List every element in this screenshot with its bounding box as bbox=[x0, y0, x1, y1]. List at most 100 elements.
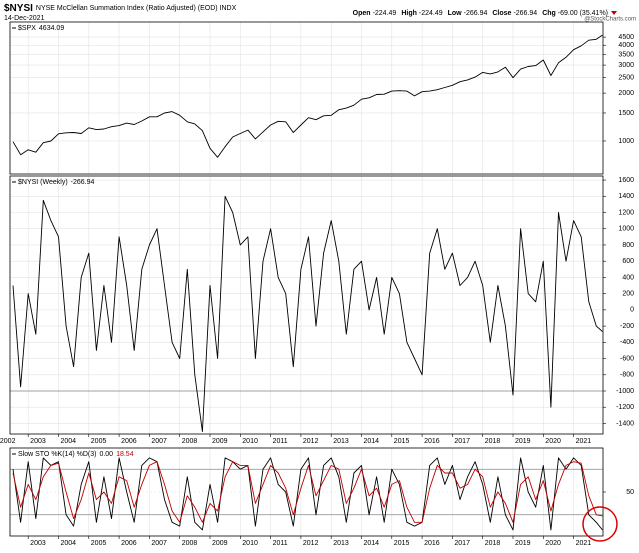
quote-value: -266.94 bbox=[464, 10, 488, 17]
legend: Slow STO %K(14) %D(3) 0.00 18.54 bbox=[18, 451, 134, 458]
y-tick-label: 1000 bbox=[618, 138, 634, 145]
x-tick-label: 2002 bbox=[0, 438, 16, 445]
quote-label: High bbox=[401, 10, 417, 17]
legend-name: $SPX bbox=[18, 25, 36, 32]
y-tick-label: 1600 bbox=[618, 177, 634, 184]
legend-value: 0.00 bbox=[99, 451, 113, 458]
y-tick-label: -1200 bbox=[616, 404, 634, 411]
y-tick-label: -200 bbox=[620, 323, 634, 330]
legend-value: -266.94 bbox=[71, 179, 95, 186]
x-tick-label: 2021 bbox=[576, 438, 592, 445]
x-tick-label: 2006 bbox=[121, 540, 137, 547]
quote-value: -266.94 bbox=[513, 10, 537, 17]
x-tick-label: 2015 bbox=[394, 540, 410, 547]
y-tick-label: 50 bbox=[626, 489, 634, 496]
y-tick-label: 3000 bbox=[618, 62, 634, 69]
y-tick-label: 2000 bbox=[618, 90, 634, 97]
x-tick-label: 2007 bbox=[151, 540, 167, 547]
y-tick-label: -1400 bbox=[616, 420, 634, 427]
x-tick-label: 2019 bbox=[515, 540, 531, 547]
y-tick-label: 400 bbox=[622, 274, 634, 281]
x-tick-label: 2011 bbox=[273, 540, 288, 547]
x-tick-label: 2008 bbox=[182, 438, 198, 445]
legend: $NYSI (Weekly) -266.94 bbox=[18, 179, 95, 186]
quote-label: Close bbox=[492, 10, 511, 17]
x-tick-label: 2005 bbox=[91, 438, 107, 445]
quote-value: -224.49 bbox=[373, 10, 397, 17]
y-tick-label: 0 bbox=[630, 307, 634, 314]
y-tick-label: 4000 bbox=[618, 42, 634, 49]
series-line bbox=[12, 457, 603, 531]
x-tick-label: 2020 bbox=[545, 540, 561, 547]
x-tick-label: 2007 bbox=[151, 438, 167, 445]
series-line bbox=[12, 195, 603, 433]
x-tick-label: 2013 bbox=[333, 438, 349, 445]
y-tick-label: 1500 bbox=[618, 110, 634, 117]
y-tick-label: 3500 bbox=[618, 51, 634, 58]
y-tick-label: 200 bbox=[622, 290, 634, 297]
date: 14-Dec-2021 bbox=[4, 15, 45, 22]
x-tick-label: 2016 bbox=[424, 540, 440, 547]
quote-value: -224.49 bbox=[419, 10, 443, 17]
series-line bbox=[12, 461, 603, 523]
panel-frame bbox=[9, 21, 604, 175]
y-tick-label: -600 bbox=[620, 355, 634, 362]
x-tick-label: 2017 bbox=[454, 438, 470, 445]
legend-value: 4634.09 bbox=[39, 25, 64, 32]
y-tick-label: -800 bbox=[620, 372, 634, 379]
x-tick-label: 2005 bbox=[91, 540, 107, 547]
x-tick-label: 2017 bbox=[454, 540, 470, 547]
x-tick-label: 2003 bbox=[30, 540, 46, 547]
quote-value: -69.00 (35.41%) bbox=[558, 10, 608, 17]
x-tick-label: 2019 bbox=[515, 438, 531, 445]
x-tick-label: 2016 bbox=[424, 438, 440, 445]
x-tick-label: 2020 bbox=[545, 438, 561, 445]
x-tick-label: 2015 bbox=[394, 438, 410, 445]
y-tick-label: -400 bbox=[620, 339, 634, 346]
y-tick-label: 800 bbox=[622, 242, 634, 249]
description: NYSE McClellan Summation Index (Ratio Ad… bbox=[36, 5, 237, 12]
y-tick-label: 4500 bbox=[618, 34, 634, 41]
x-tick-label: 2013 bbox=[333, 540, 349, 547]
x-tick-label: 2008 bbox=[182, 540, 198, 547]
y-tick-label: 1400 bbox=[618, 193, 634, 200]
y-tick-label: 1200 bbox=[618, 209, 634, 216]
x-tick-label: 2009 bbox=[212, 540, 228, 547]
x-tick-label: 2009 bbox=[212, 438, 228, 445]
chart-header: $NYSI NYSE McClellan Summation Index (Rat… bbox=[4, 3, 237, 14]
x-tick-label: 2006 bbox=[121, 438, 137, 445]
y-tick-label: 600 bbox=[622, 258, 634, 265]
legend-value: 18.54 bbox=[116, 451, 134, 458]
quote: Open -224.49 High -224.49 Low -266.94 Close -26… bbox=[353, 10, 608, 17]
legend: $SPX 4634.09 bbox=[18, 25, 64, 32]
x-tick-label: 2004 bbox=[60, 540, 76, 547]
legend-indicator: Slow STO %K(14) %D(3) bbox=[18, 451, 96, 458]
y-tick-label: -1000 bbox=[616, 388, 634, 395]
x-tick-label: 2018 bbox=[485, 438, 501, 445]
down-triangle bbox=[611, 11, 617, 15]
x-tick-label: 2010 bbox=[242, 438, 258, 445]
y-tick-label: 1000 bbox=[618, 226, 634, 233]
series-line bbox=[12, 34, 603, 158]
x-tick-label: 2011 bbox=[273, 438, 288, 445]
x-tick-label: 2012 bbox=[303, 540, 319, 547]
x-tick-label: 2012 bbox=[303, 438, 319, 445]
legend-name: $NYSI (Weekly) bbox=[18, 179, 68, 186]
quote-label: Open bbox=[353, 10, 371, 17]
x-tick-label: 2003 bbox=[30, 438, 46, 445]
x-tick-label: 2021 bbox=[576, 540, 592, 547]
x-tick-label: 2004 bbox=[60, 438, 76, 445]
panel-frame bbox=[9, 447, 604, 537]
highlight-circle bbox=[582, 506, 618, 542]
symbol: $NYSI bbox=[4, 3, 33, 14]
watermark: @StockCharts.com bbox=[584, 17, 636, 23]
y-tick-label: 2500 bbox=[618, 75, 634, 82]
x-tick-label: 2018 bbox=[485, 540, 501, 547]
x-tick-label: 2014 bbox=[363, 438, 379, 445]
quote-label: Chg bbox=[542, 10, 556, 17]
quote-label: Low bbox=[448, 10, 463, 17]
panel-frame bbox=[9, 175, 604, 435]
